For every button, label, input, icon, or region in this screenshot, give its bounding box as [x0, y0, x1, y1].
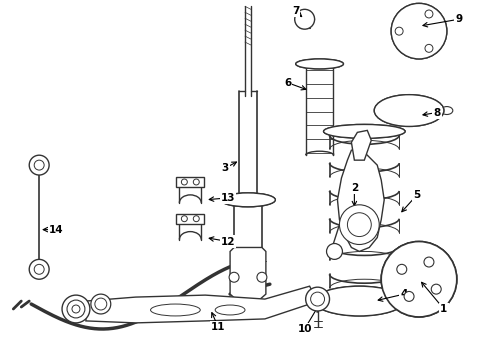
- Circle shape: [425, 44, 433, 52]
- Text: 8: 8: [433, 108, 441, 117]
- Polygon shape: [86, 286, 315, 323]
- Circle shape: [306, 287, 329, 311]
- Ellipse shape: [220, 193, 275, 207]
- Ellipse shape: [374, 95, 444, 126]
- Polygon shape: [351, 130, 371, 160]
- Circle shape: [29, 260, 49, 279]
- Circle shape: [397, 264, 407, 274]
- Circle shape: [62, 295, 90, 323]
- Circle shape: [425, 10, 433, 18]
- Circle shape: [257, 272, 267, 282]
- Circle shape: [229, 272, 239, 282]
- Circle shape: [431, 284, 441, 294]
- Circle shape: [391, 3, 447, 59]
- Text: 12: 12: [221, 237, 235, 247]
- Text: 3: 3: [221, 163, 229, 173]
- Circle shape: [29, 155, 49, 175]
- Ellipse shape: [315, 286, 404, 316]
- Polygon shape: [230, 247, 266, 301]
- Ellipse shape: [323, 125, 405, 138]
- Ellipse shape: [295, 59, 343, 69]
- Polygon shape: [176, 177, 204, 187]
- Text: 2: 2: [351, 183, 358, 193]
- Text: 14: 14: [49, 225, 63, 235]
- Circle shape: [326, 243, 343, 260]
- Text: 1: 1: [440, 304, 447, 314]
- Text: 9: 9: [455, 14, 463, 24]
- Circle shape: [395, 27, 403, 35]
- Circle shape: [404, 292, 414, 301]
- Circle shape: [294, 9, 315, 29]
- Polygon shape: [338, 148, 384, 251]
- Text: 5: 5: [414, 190, 420, 200]
- Polygon shape: [176, 214, 204, 224]
- Circle shape: [340, 205, 379, 244]
- Circle shape: [424, 257, 434, 267]
- Text: 11: 11: [211, 322, 225, 332]
- Text: 7: 7: [292, 6, 299, 16]
- Text: 4: 4: [400, 289, 408, 299]
- Circle shape: [91, 294, 111, 314]
- Circle shape: [381, 242, 457, 317]
- Text: 10: 10: [297, 324, 312, 334]
- Text: 13: 13: [221, 193, 235, 203]
- Text: 6: 6: [284, 78, 292, 88]
